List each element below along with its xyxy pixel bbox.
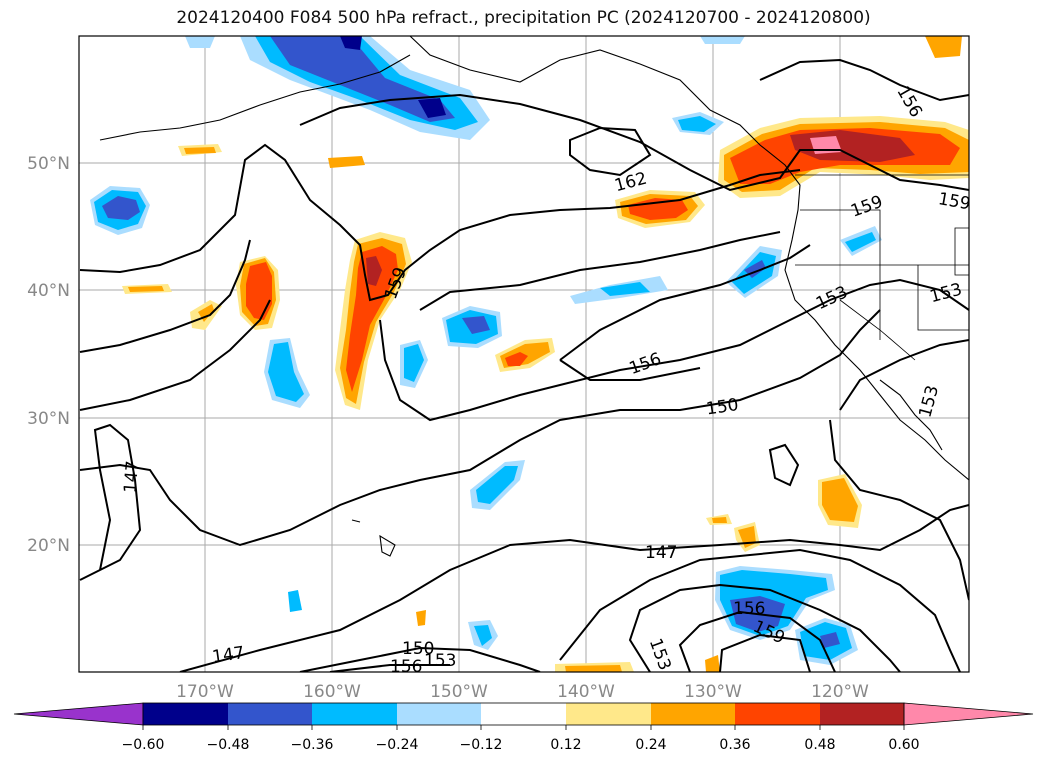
colorbar-swatch: [397, 703, 481, 725]
colorbar: −0.60 −0.48 −0.36 −0.24 −0.12 0.12 0.24 …: [13, 702, 1034, 753]
colorbar-swatch: [820, 703, 904, 725]
height-contours: [79, 58, 969, 672]
coastlines: [99, 36, 969, 557]
colorbar-tick-label: 0.12: [550, 737, 581, 753]
colorbar-tick-label: −0.36: [291, 737, 334, 753]
contour-147-south-2: [559, 548, 961, 672]
contour-small-ring: [768, 443, 800, 487]
contour-label: 147: [645, 543, 677, 563]
colorbar-tick-label: −0.24: [376, 737, 419, 753]
lon-label-140w: 140°W: [557, 682, 615, 702]
contour-153-lower: [329, 664, 450, 672]
contour-150: [79, 278, 969, 422]
contour-156-b: [759, 58, 969, 102]
contour-label: 150: [705, 395, 740, 419]
lon-label-120w: 120°W: [811, 682, 869, 702]
colorbar-tick-label: 0.48: [804, 737, 835, 753]
colorbar-tick-label: 0.24: [635, 737, 666, 753]
contour-159-north: [299, 93, 969, 192]
colorbar-tick-label: 0.36: [719, 737, 750, 753]
contour-label: 147: [121, 460, 144, 494]
contour-label: 156: [733, 599, 765, 619]
colorbar-tick-label: −0.48: [207, 737, 250, 753]
contour-150-south: [179, 504, 969, 672]
contour-156-south: [678, 610, 836, 672]
state-borders: [795, 174, 969, 361]
lon-label-150w: 150°W: [430, 682, 488, 702]
contour-label: 150: [402, 639, 434, 659]
contour-156-c: [559, 244, 811, 381]
colorbar-swatch: [312, 703, 397, 725]
lat-label-20n: 20°N: [27, 536, 70, 556]
colorbar-swatch: [143, 703, 228, 725]
precip-shading: [90, 36, 969, 672]
colorbar-tick-label: 0.60: [888, 737, 919, 753]
contour-150-lower: [299, 646, 541, 672]
contour-label: 156: [390, 657, 422, 677]
latitude-labels: 50°N 40°N 30°N 20°N: [27, 154, 70, 556]
colorbar-swatch: [566, 703, 651, 725]
colorbar-extend-low: [13, 702, 144, 726]
colorbar-swatch: [651, 703, 735, 725]
contour-label: 153: [424, 651, 456, 671]
contour-159-south: [719, 633, 811, 672]
longitude-labels: 170°W 160°W 150°W 140°W 130°W 120°W: [176, 682, 869, 702]
colorbar-swatch: [228, 703, 312, 725]
contour-156-a: [79, 143, 801, 302]
contour-153-east: [829, 339, 969, 601]
colorbar-swatch: [481, 703, 566, 725]
lat-label-50n: 50°N: [27, 154, 70, 174]
colorbar-tick-label: −0.12: [460, 737, 503, 753]
lon-label-170w: 170°W: [176, 682, 234, 702]
contour-147-west: [79, 309, 881, 547]
contour-162: [569, 126, 652, 177]
contour-153: [79, 231, 781, 353]
lat-label-40n: 40°N: [27, 281, 70, 301]
colorbar-tick-label: −0.60: [122, 737, 165, 753]
contour-147-south: [79, 423, 142, 581]
map-border: [78, 35, 970, 673]
colorbar-extend-high: [903, 702, 1034, 726]
lon-label-160w: 160°W: [303, 682, 361, 702]
colorbar-swatch: [735, 703, 820, 725]
contour-label: 147: [211, 643, 246, 667]
map-title: 2024120400 F084 500 hPa refract., precip…: [176, 8, 871, 28]
lon-label-130w: 130°W: [684, 682, 742, 702]
contour-153-south: [628, 583, 901, 672]
lat-label-30n: 30°N: [27, 409, 70, 429]
